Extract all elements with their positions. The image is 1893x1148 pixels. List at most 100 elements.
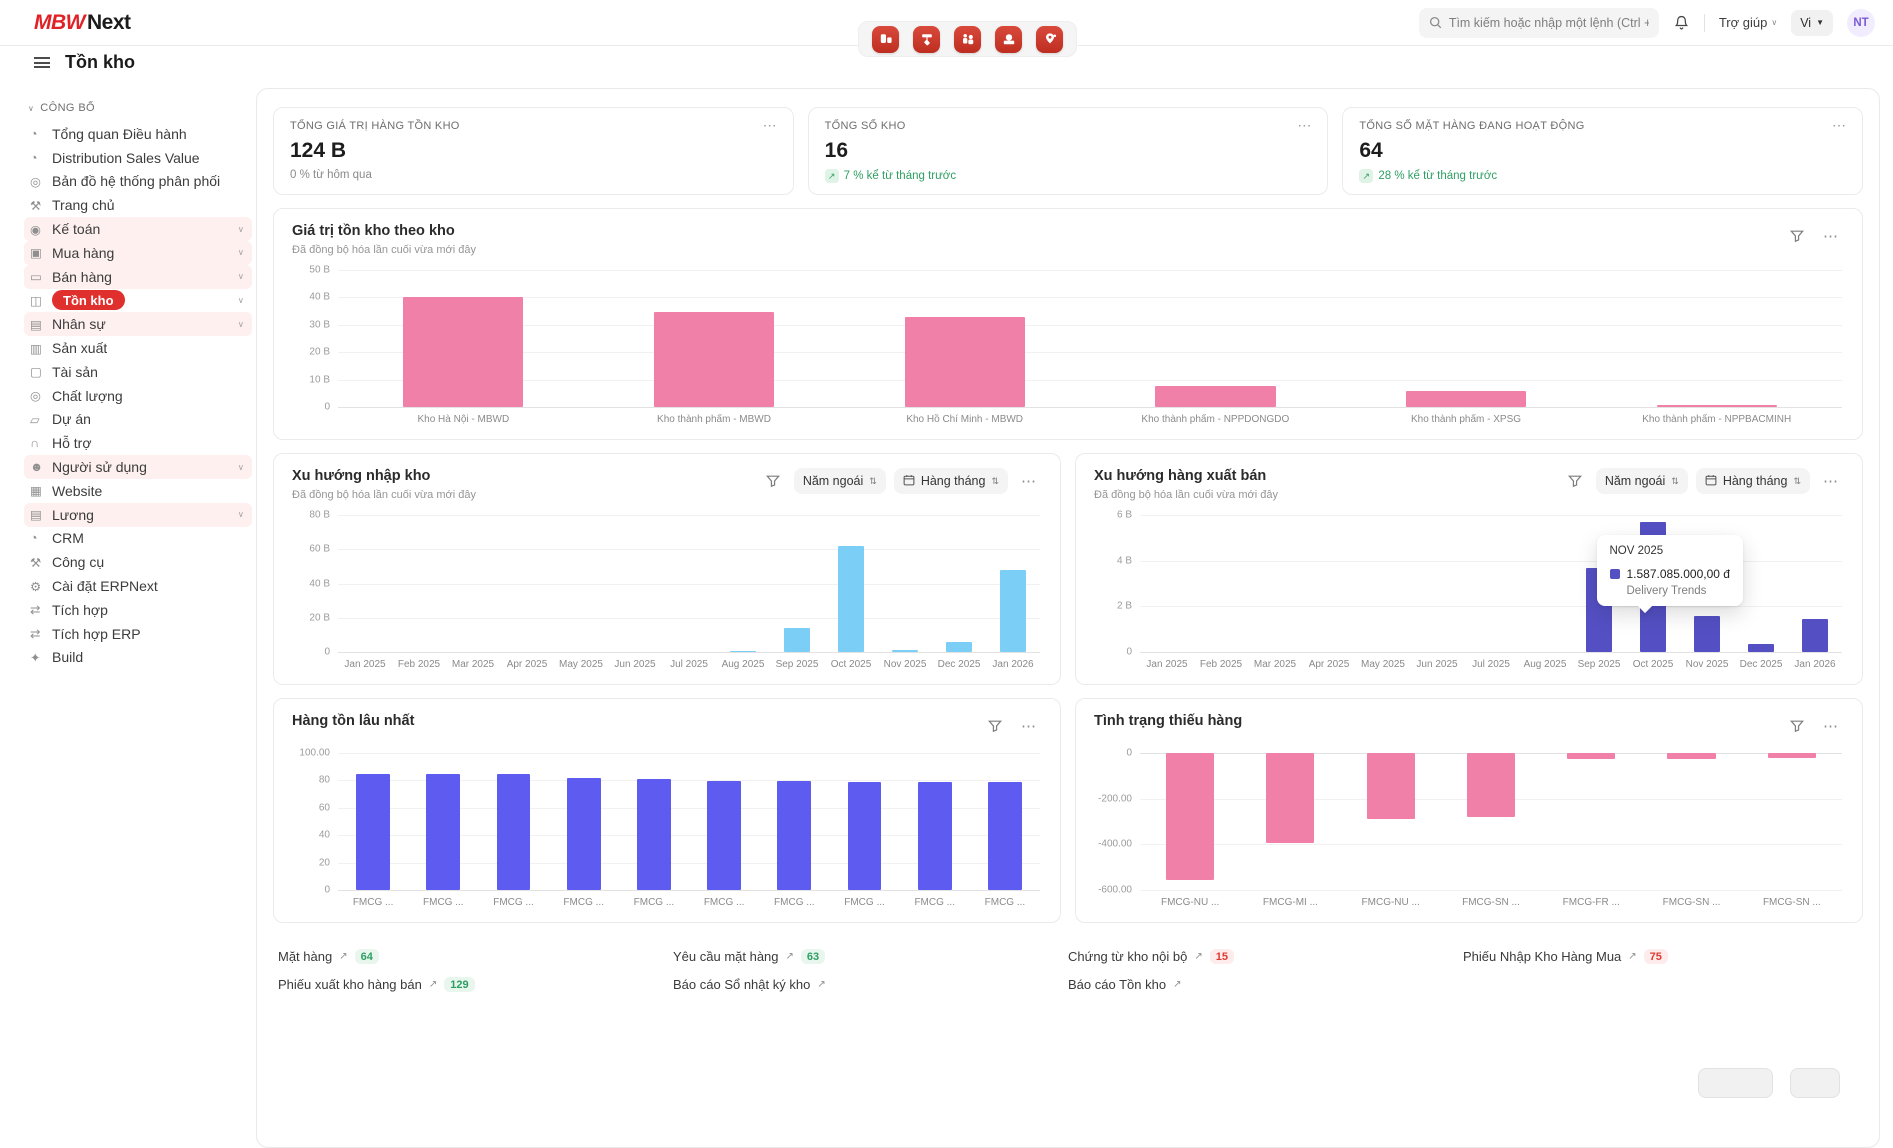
sidebar-item-website[interactable]: ▦ Website (24, 479, 252, 503)
sidebar-item-payroll[interactable]: ▤ Lương ∨ (24, 502, 252, 527)
bar[interactable] (777, 781, 812, 890)
period-select[interactable]: Năm ngoái ⇅ (793, 468, 886, 494)
more-menu-icon[interactable]: ⋯ (1021, 473, 1037, 490)
hr-app-icon[interactable] (872, 25, 899, 53)
search-input[interactable] (1448, 15, 1649, 30)
org-chart-app-icon[interactable] (913, 25, 940, 53)
tooltip-value-row: 1.587.085.000,00 đ (1609, 567, 1730, 581)
bar-slot (338, 270, 589, 407)
filter-icon[interactable] (1562, 468, 1588, 494)
sidebar-item-tools[interactable]: ⚒ Công cụ (24, 550, 252, 574)
bar[interactable] (1656, 404, 1777, 407)
sidebar-item-distribution-map[interactable]: ◎ Bản đồ hệ thống phân phối (24, 170, 252, 194)
sidebar-item-projects[interactable]: ▱ Dự án (24, 408, 252, 432)
bar[interactable] (1366, 753, 1415, 820)
sidebar-item-accounting[interactable]: ◉ Kế toán ∨ (24, 217, 252, 241)
more-menu-icon[interactable]: ⋯ (1832, 117, 1846, 133)
bar[interactable] (1266, 753, 1315, 844)
bar[interactable] (1166, 753, 1215, 880)
shortcut-link-label[interactable]: Mặt hàng (278, 949, 333, 964)
sidebar-item-erp-integrations[interactable]: ⇄ Tích hợp ERP (24, 622, 252, 646)
bar[interactable] (838, 545, 864, 652)
sidebar-item-hr[interactable]: ▤ Nhân sự ∨ (24, 312, 252, 337)
bar[interactable] (1000, 569, 1026, 652)
sidebar-item-quality[interactable]: ◎ Chất lượng (24, 384, 252, 408)
more-menu-icon[interactable]: ⋯ (762, 117, 777, 133)
bar[interactable] (1405, 391, 1527, 407)
sidebar-item-buying[interactable]: ▣ Mua hàng ∨ (24, 240, 252, 265)
more-menu-icon[interactable]: ⋯ (1021, 718, 1037, 735)
shortcut-link-label[interactable]: Phiếu Nhập Kho Hàng Mua (1463, 949, 1622, 964)
bar[interactable] (356, 774, 390, 890)
bar[interactable] (1802, 618, 1828, 652)
sidebar-item-crm[interactable]: ◔ CRM (24, 527, 252, 551)
bar[interactable] (1155, 386, 1276, 407)
sidebar-toggle-icon[interactable] (34, 57, 50, 68)
bar[interactable] (1466, 753, 1516, 817)
bar[interactable] (566, 777, 601, 890)
bar[interactable] (946, 641, 972, 652)
shortcut-link-label[interactable]: Yêu cầu mặt hàng (673, 949, 779, 964)
bar[interactable] (1694, 615, 1720, 652)
bar[interactable] (496, 774, 531, 890)
app-logo[interactable]: MBW Next (34, 11, 131, 35)
shortcut-link-label[interactable]: Báo cáo Tồn kho (1068, 977, 1167, 992)
bar[interactable] (847, 781, 882, 890)
bar[interactable] (892, 650, 918, 652)
partial-button-right[interactable] (1790, 1068, 1840, 1098)
payroll-app-icon[interactable] (995, 25, 1022, 53)
frequency-select[interactable]: Hàng tháng ⇅ (893, 468, 1008, 494)
more-menu-icon[interactable]: ⋯ (1823, 718, 1839, 735)
sort-arrows-icon: ⇅ (1793, 475, 1801, 486)
sidebar-item-selling[interactable]: ▭ Bán hàng ∨ (24, 264, 252, 289)
bar[interactable] (730, 650, 756, 652)
bar[interactable] (403, 297, 524, 407)
sidebar-item-distribution-sales-value[interactable]: ◔ Distribution Sales Value (24, 146, 252, 170)
partial-button-left[interactable] (1698, 1068, 1773, 1098)
help-menu[interactable]: Trợ giúp ∨ (1719, 15, 1777, 30)
bar[interactable] (1567, 753, 1616, 759)
shortcut-link-label[interactable]: Phiếu xuất kho hàng bán (278, 977, 422, 992)
global-search[interactable] (1418, 7, 1659, 38)
more-menu-icon[interactable]: ⋯ (1297, 117, 1312, 133)
more-menu-icon[interactable]: ⋯ (1823, 473, 1839, 490)
bar[interactable] (707, 781, 741, 890)
bar[interactable] (904, 316, 1025, 407)
language-selector[interactable]: Vi ▼ (1791, 9, 1833, 36)
bar[interactable] (637, 779, 671, 890)
sidebar-item-executive-overview[interactable]: ◔ Tổng quan Điều hành (24, 122, 252, 146)
sidebar-item-manufacturing[interactable]: ▥ Sản xuất (24, 336, 252, 360)
filter-icon[interactable] (982, 713, 1008, 739)
sidebar-item-assets[interactable]: ▢ Tài sản (24, 360, 252, 384)
map-pin-app-icon[interactable] (1036, 25, 1063, 53)
user-avatar[interactable]: NT (1847, 8, 1875, 37)
bar[interactable] (784, 628, 810, 652)
filter-icon[interactable] (1784, 713, 1810, 739)
sidebar-item-stock[interactable]: ◫ Tồn kho ∨ (24, 289, 252, 313)
sidebar-item-build[interactable]: ✦ Build (24, 646, 252, 670)
shortcut-link-label[interactable]: Chứng từ kho nội bộ (1068, 949, 1188, 964)
sidebar-section-public[interactable]: ∨ CÔNG BỐ (24, 98, 252, 122)
bar[interactable] (1748, 644, 1774, 652)
filter-icon[interactable] (1784, 223, 1810, 249)
sidebar-item-erpnext-settings[interactable]: ⚙ Cài đặt ERPNext (24, 574, 252, 598)
sidebar-item-users[interactable]: ☻ Người sử dụng ∨ (24, 455, 252, 479)
y-axis-tick: 50 B (309, 264, 330, 276)
bar[interactable] (988, 782, 1022, 890)
people-app-icon[interactable] (954, 25, 981, 53)
frequency-select[interactable]: Hàng tháng ⇅ (1695, 468, 1810, 494)
sidebar-item-support[interactable]: ∩ Hỗ trợ (24, 431, 252, 455)
more-menu-icon[interactable]: ⋯ (1823, 228, 1839, 245)
filter-icon[interactable] (760, 468, 786, 494)
notifications-bell-icon[interactable] (1673, 14, 1690, 31)
bar[interactable] (426, 774, 461, 890)
bar[interactable] (1667, 753, 1716, 759)
bar[interactable] (1767, 753, 1816, 759)
bar[interactable] (653, 312, 775, 407)
shortcut-link-label[interactable]: Báo cáo Sổ nhật ký kho (673, 977, 811, 992)
y-axis-tick: 40 B (309, 291, 330, 303)
bar[interactable] (917, 782, 952, 890)
period-select[interactable]: Năm ngoái ⇅ (1595, 468, 1688, 494)
sidebar-item-home[interactable]: ⚒ Trang chủ (24, 193, 252, 217)
sidebar-item-integrations[interactable]: ⇄ Tích hợp (24, 598, 252, 622)
